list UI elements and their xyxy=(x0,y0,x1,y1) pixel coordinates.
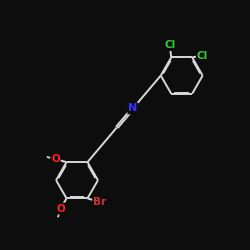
Text: O: O xyxy=(51,154,60,164)
Text: N: N xyxy=(128,104,138,114)
Text: Cl: Cl xyxy=(164,40,175,50)
Text: Br: Br xyxy=(93,197,106,207)
Text: O: O xyxy=(56,204,65,214)
Text: Cl: Cl xyxy=(197,51,208,61)
